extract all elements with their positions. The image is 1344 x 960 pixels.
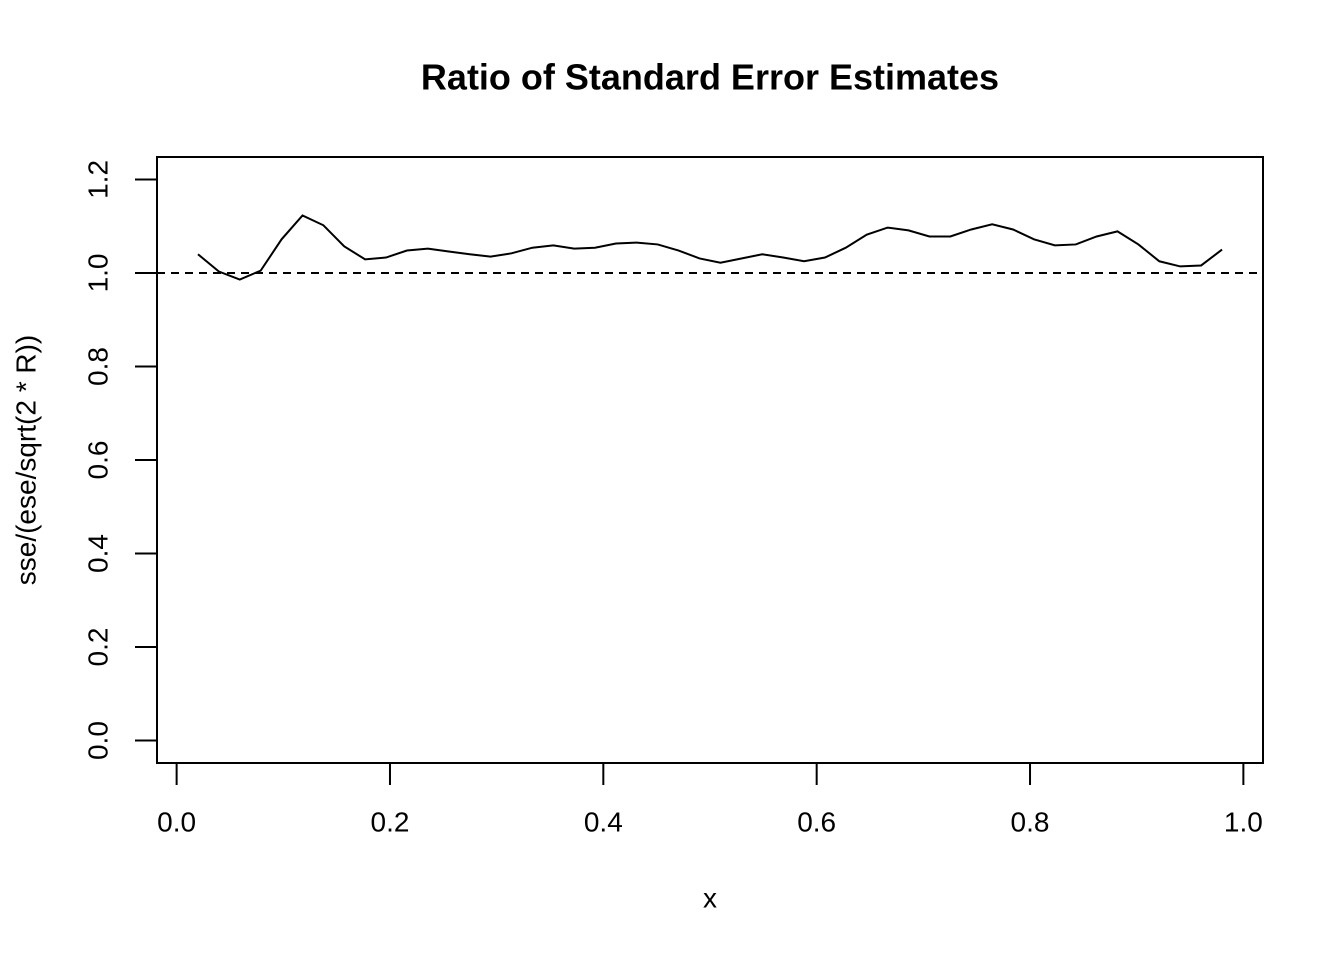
- x-tick-label: 1.0: [1224, 806, 1263, 837]
- y-axis-label: sse/(ese/sqrt(2 * R)): [10, 335, 41, 586]
- y-tick-label: 0.4: [82, 534, 113, 573]
- y-tick-label: 1.0: [82, 253, 113, 292]
- y-tick-label: 0.6: [82, 441, 113, 480]
- x-tick-label: 0.8: [1011, 806, 1050, 837]
- x-tick-label: 0.6: [797, 806, 836, 837]
- x-tick-label: 0.2: [371, 806, 410, 837]
- x-axis-label: x: [703, 882, 717, 913]
- y-tick-label: 0.8: [82, 347, 113, 386]
- y-tick-label: 0.0: [82, 721, 113, 760]
- x-tick-label: 0.4: [584, 806, 623, 837]
- chart-title: Ratio of Standard Error Estimates: [421, 57, 999, 98]
- x-tick-label: 0.0: [157, 806, 196, 837]
- y-tick-label: 1.2: [82, 160, 113, 199]
- plot-box: [156, 156, 1264, 764]
- data-line: [197, 214, 1223, 281]
- y-tick-label: 0.2: [82, 628, 113, 667]
